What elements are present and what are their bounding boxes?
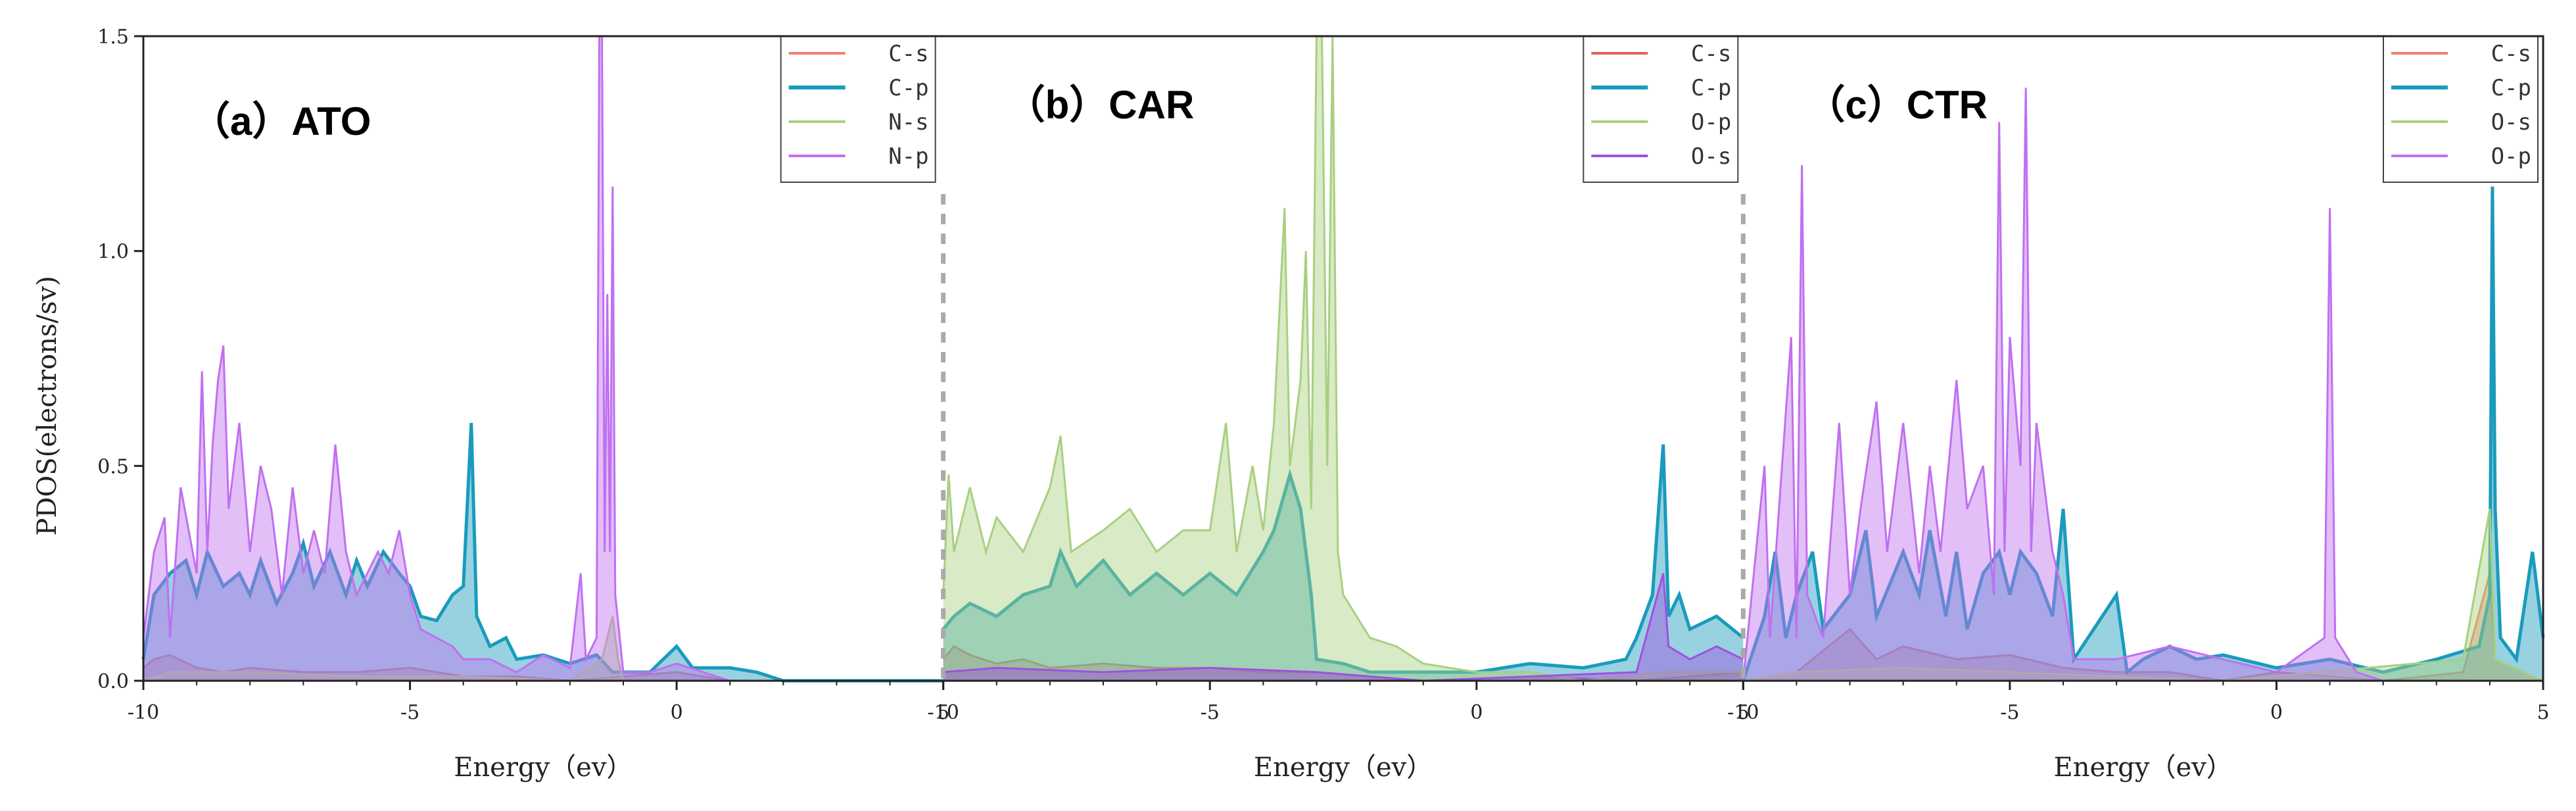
legend-box (1583, 36, 1739, 183)
series-area-O-s (1743, 508, 2543, 681)
x-tick-label: 5 (1737, 701, 1750, 724)
series-line-C-s (143, 654, 943, 682)
y-tick-label: 0.0 (97, 670, 129, 693)
series-area-C-s (143, 654, 943, 681)
series-area-C-s (943, 646, 1744, 681)
legend-label-O-p: O-p (2491, 143, 2531, 170)
series-line-N-p (142, 35, 943, 682)
series-line-O-p (1742, 87, 2543, 682)
panel-0 (141, 35, 943, 683)
legend-label-C-p: C-p (888, 75, 928, 101)
x-tick-label: 0 (671, 701, 683, 724)
panel-label: （c）CTR (1805, 83, 1988, 127)
series-line-O-s (943, 573, 1744, 682)
axes-layer: -10 -5 0 5 Energy（ev） （a）ATO C-s C-p N-s N-p -10 -5… (97, 26, 2549, 783)
x-tick-label: 5 (937, 701, 949, 724)
x-tick-label: -5 (1201, 701, 1220, 724)
panel-2 (1741, 87, 2545, 682)
plot-frame (142, 35, 2544, 682)
legend-label-O-s: O-s (2491, 109, 2531, 135)
legend: C-s C-p O-s O-p (2383, 36, 2539, 183)
legend-label-C-s: C-s (888, 41, 928, 67)
y-tick-label: 1.0 (97, 241, 129, 264)
series-line-C-s (1743, 573, 2544, 682)
series-area-O-p (943, 36, 1744, 681)
x-axis-title: Energy（ev） (454, 752, 632, 783)
legend-label-O-s: O-s (1691, 143, 1731, 170)
x-tick-label: -10 (1727, 701, 1759, 724)
legend-label-O-p: O-p (1691, 109, 1731, 135)
legend-label-N-p: N-p (888, 143, 928, 170)
legend: C-s C-p O-p O-s (1583, 36, 1739, 183)
series-line-C-p (1741, 186, 2545, 681)
y-axis-title: PDOS(electrons/sv) (32, 276, 62, 535)
x-axis-title: Energy（ev） (1254, 752, 1433, 783)
x-tick-label: 0 (2270, 701, 2283, 724)
x-tick-label: -5 (2000, 701, 2019, 724)
series-line-C-p (942, 444, 1744, 674)
y-tick-label: 0.5 (97, 455, 129, 478)
series-area-N-p (143, 36, 943, 681)
panel-label: （b）CAR (1006, 83, 1195, 127)
legend-label-C-s: C-s (2491, 41, 2531, 67)
x-tick-label: 5 (2537, 701, 2549, 724)
legend-label-C-p: C-p (1691, 75, 1731, 101)
x-tick-label: 0 (1470, 701, 1483, 724)
series-area-C-p (943, 444, 1744, 681)
legend: C-s C-p N-s N-p (780, 36, 936, 183)
legend-label-C-p: C-p (2491, 75, 2531, 101)
x-tick-label: -10 (128, 701, 159, 724)
legend-box (780, 36, 936, 183)
legend-label-N-s: N-s (888, 109, 928, 135)
series-line-O-p (942, 35, 1744, 682)
y-tick-label: 1.5 (97, 26, 129, 49)
legend-label-C-s: C-s (1691, 41, 1731, 67)
series-area-C-p (143, 423, 943, 681)
series-area-N-s (143, 616, 943, 681)
legend-box (2383, 36, 2539, 183)
series-line-O-s (1743, 508, 2544, 682)
panel-1 (942, 35, 1744, 682)
panels-layer (141, 35, 2545, 683)
x-axis-title: Energy（ev） (2054, 752, 2233, 783)
series-area-C-s (1743, 573, 2543, 681)
x-tick-label: -5 (400, 701, 419, 724)
x-tick-label: -10 (928, 701, 959, 724)
panel-label: （a）ATO (191, 99, 371, 143)
